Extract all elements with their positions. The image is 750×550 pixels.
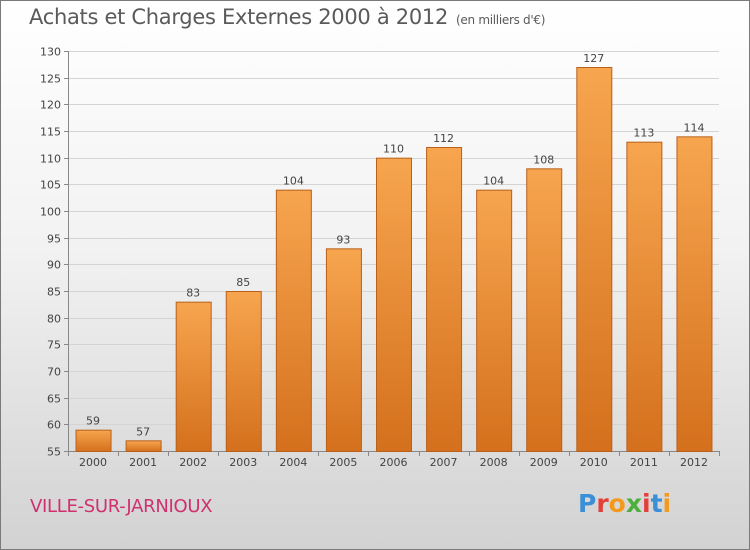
bar-value-label: 110 (383, 143, 404, 156)
bar-value-label: 127 (583, 52, 604, 65)
x-tick-label: 2000 (79, 456, 107, 469)
bar-value-label: 59 (86, 415, 100, 428)
bar (676, 136, 713, 452)
bar (125, 440, 162, 453)
y-tick-label: 70 (47, 366, 61, 379)
bar (325, 248, 362, 452)
bar (75, 429, 112, 452)
y-tick-label: 105 (40, 179, 61, 192)
x-tick-label: 2012 (680, 456, 708, 469)
bar (376, 157, 412, 453)
x-tick-label: 2007 (430, 456, 458, 469)
y-tick-label: 55 (47, 446, 61, 459)
logo-letter: P (578, 489, 597, 518)
x-tick-label: 2001 (129, 456, 157, 469)
proxiti-logo[interactable]: Proxiti (578, 489, 671, 518)
y-tick-label: 90 (47, 259, 61, 272)
x-tick-label: 2009 (530, 456, 558, 469)
y-tick-label: 65 (47, 393, 61, 406)
y-tick-label: 130 (40, 46, 61, 59)
x-tick-label: 2008 (480, 456, 508, 469)
x-tick-label: 2002 (179, 456, 207, 469)
commune-name: VILLE-SUR-JARNIOUX (30, 496, 213, 517)
bar (175, 301, 212, 452)
bar-value-label: 93 (336, 233, 350, 246)
x-tick-label: 2011 (630, 456, 658, 469)
chart-title: Achats et Charges Externes 2000 à 2012 (e… (29, 5, 545, 29)
y-tick-label: 60 (47, 419, 61, 432)
y-tick-label: 80 (47, 313, 61, 326)
x-tick-label: 2004 (279, 456, 307, 469)
title-text: Achats et Charges Externes 2000 à 2012 (29, 5, 449, 29)
bar (225, 291, 262, 452)
y-tick-label: 75 (47, 339, 61, 352)
bar-value-label: 114 (683, 121, 704, 134)
y-tick-label: 120 (40, 99, 61, 112)
bar (576, 67, 613, 452)
logo-letter: r (596, 489, 609, 518)
y-tick-label: 110 (40, 153, 61, 166)
bar-value-label: 85 (236, 276, 250, 289)
y-tick-label: 125 (40, 73, 61, 86)
bar (426, 147, 463, 452)
bar (476, 189, 513, 453)
bar-value-label: 113 (633, 127, 654, 140)
x-tick-label: 2005 (329, 456, 357, 469)
logo-letter: o (608, 489, 626, 518)
bar-value-label: 104 (283, 175, 304, 188)
bar (526, 168, 563, 452)
logo-letter: t (650, 489, 663, 518)
x-tick-label: 2010 (580, 456, 608, 469)
bar (626, 141, 663, 453)
bar (275, 189, 312, 453)
bar-value-label: 57 (136, 425, 150, 438)
bar-value-label: 83 (186, 287, 200, 300)
logo-letter: i (662, 489, 672, 518)
y-tick-label: 115 (40, 126, 61, 139)
y-tick-label: 85 (47, 286, 61, 299)
x-tick-label: 2006 (380, 456, 408, 469)
y-tick-label: 100 (40, 206, 61, 219)
chart-subtitle: (en milliers d'€) (456, 13, 546, 27)
y-tick-label: 95 (47, 233, 61, 246)
bar-value-label: 108 (533, 153, 554, 166)
x-tick-label: 2003 (229, 456, 257, 469)
logo-letter: i (642, 489, 651, 518)
logo-letter: x (625, 489, 642, 518)
bar-value-label: 104 (483, 175, 504, 188)
bar-value-label: 112 (433, 132, 454, 145)
